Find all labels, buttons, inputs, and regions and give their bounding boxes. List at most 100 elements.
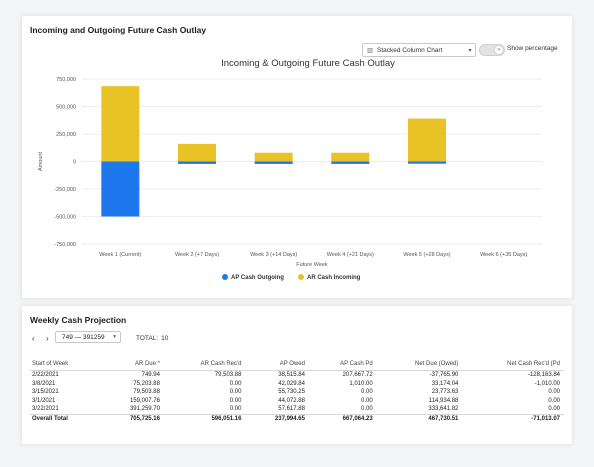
table-cell: -1,010.00 bbox=[534, 380, 560, 387]
table-cell: 23,773.63 bbox=[431, 389, 459, 396]
table-cell: 207,667.72 bbox=[342, 372, 373, 378]
cash-outlay-chart: Incoming & Outgoing Future Cash Outlay 75… bbox=[38, 58, 542, 281]
table-header-row: Start of Week AR Due * AR Cash Rec'd AP … bbox=[30, 358, 564, 371]
bar bbox=[101, 161, 140, 217]
bar bbox=[178, 143, 216, 162]
table-cell: 75,203.88 bbox=[133, 380, 160, 387]
y-axis-label: Amount bbox=[38, 152, 44, 171]
y-tick-label: -750,000 bbox=[54, 242, 76, 248]
table-cell: 79,503.88 bbox=[133, 389, 160, 396]
table-cell: 44,072.88 bbox=[278, 397, 305, 404]
table-cell: 114,934.88 bbox=[428, 397, 459, 404]
x-tick-label: Week 5 (+28 Days) bbox=[403, 252, 450, 258]
table-total-cell: 467,730.51 bbox=[376, 413, 463, 424]
table-cell: 0.00 bbox=[548, 406, 560, 413]
table-cell: 33,174.04 bbox=[431, 380, 459, 387]
chart-type-select[interactable]: ▥ Stacked Column Chart ▾ bbox=[362, 43, 476, 57]
table-cell: 3/1/2021 bbox=[32, 397, 56, 404]
sort-indicator-icon: * bbox=[157, 361, 160, 367]
y-tick-label: -250,000 bbox=[54, 187, 76, 193]
table-cell: 42,029.84 bbox=[278, 380, 305, 387]
x-tick-label: Week 2 (+7 Days) bbox=[175, 252, 219, 258]
table-total-cell: -71,013.07 bbox=[462, 413, 564, 424]
prev-page-button[interactable]: ‹ bbox=[32, 334, 35, 343]
y-tick-label: 500,000 bbox=[56, 105, 76, 111]
table-cell: 0.00 bbox=[548, 389, 560, 396]
x-tick-label: Week 4 (+21 Days) bbox=[327, 252, 374, 258]
range-value: 749 — 391259 bbox=[62, 333, 105, 341]
table-cell: 1,010.00 bbox=[349, 380, 373, 387]
table-cell: 159,007.76 bbox=[129, 397, 160, 404]
column-header-ap-cash-pd[interactable]: AP Cash Pd bbox=[308, 358, 377, 371]
table-cell: 2/22/2021 bbox=[32, 372, 59, 378]
chevron-down-icon: ▾ bbox=[468, 47, 472, 54]
weekly-projection-panel: Weekly Cash Projection ‹ › 749 — 391259 … bbox=[22, 306, 572, 444]
column-header-ap-owed[interactable]: AP Owed bbox=[245, 358, 309, 371]
column-header-ar-due[interactable]: AR Due * bbox=[100, 358, 164, 371]
table-cell: 749.94 bbox=[141, 372, 160, 378]
bar-chart-icon: ▥ bbox=[367, 47, 373, 54]
table-cell: 38,515.84 bbox=[278, 372, 305, 378]
bar bbox=[331, 152, 370, 162]
table-cell: 79,503.88 bbox=[214, 372, 242, 378]
legend-marker bbox=[222, 274, 228, 280]
show-percentage-toggle[interactable]: ✕ bbox=[479, 44, 505, 56]
legend-label: AR Cash Incoming bbox=[307, 275, 361, 281]
table-cell: 0.00 bbox=[360, 397, 373, 404]
bar bbox=[331, 161, 370, 164]
bar bbox=[254, 152, 293, 162]
table-total-cell: 596,051.16 bbox=[163, 413, 246, 424]
chart-type-value: Stacked Column Chart bbox=[377, 46, 443, 54]
table-cell: 333,641.82 bbox=[428, 406, 459, 413]
table-total-cell: Overall Total bbox=[30, 413, 101, 424]
x-tick-label: Week 1 (Current) bbox=[99, 252, 141, 258]
table-total-cell: 705,725.16 bbox=[100, 413, 164, 424]
bar bbox=[101, 86, 140, 162]
x-tick-label: Week 6 (+35 Days) bbox=[480, 252, 527, 258]
table-body: 2/22/2021 749.94 79,503.88 38,515.84 207,667… bbox=[30, 371, 564, 424]
table-cell: -128,163.84 bbox=[527, 372, 560, 378]
total-count: TOTAL: 10 bbox=[136, 335, 168, 342]
y-tick-label: 0 bbox=[73, 160, 76, 166]
table-total-cell: 237,994.65 bbox=[245, 413, 309, 424]
table-cell: 3/22/2021 bbox=[32, 406, 59, 413]
x-tick-label: Week 3 (+14 Days) bbox=[250, 252, 297, 258]
column-header-ar-cash-recd[interactable]: AR Cash Rec'd bbox=[163, 358, 246, 371]
range-select[interactable]: 749 — 391259 ▾ bbox=[55, 331, 121, 343]
show-percentage-label: Show percentage bbox=[507, 45, 558, 52]
next-page-button[interactable]: › bbox=[46, 334, 49, 343]
column-header-net-cash-recd[interactable]: Net Cash Rec'd (Pd bbox=[462, 358, 564, 371]
table-total-cell: 667,064.23 bbox=[308, 413, 377, 424]
projection-table: Start of Week AR Due * AR Cash Rec'd AP … bbox=[30, 358, 564, 424]
column-header-label: AR Due bbox=[134, 361, 156, 367]
table-row[interactable]: 3/1/2021 159,007.76 0.00 44,072.88 0.00 114,9… bbox=[30, 397, 564, 406]
legend-marker bbox=[298, 274, 304, 280]
table-cell: 57,617.88 bbox=[278, 406, 305, 413]
total-label: TOTAL: bbox=[136, 335, 159, 342]
table-cell: 0.00 bbox=[229, 406, 242, 413]
table-cell: -37,765.90 bbox=[429, 372, 459, 378]
table-cell: 3/15/2021 bbox=[32, 389, 59, 396]
table-row[interactable]: 2/22/2021 749.94 79,503.88 38,515.84 207,667… bbox=[30, 371, 564, 380]
cash-outlay-panel: Incoming and Outgoing Future Cash Outlay… bbox=[22, 16, 572, 298]
legend-label: AP Cash Outgoing bbox=[231, 275, 284, 281]
chevron-down-icon: ▾ bbox=[113, 334, 116, 340]
table-row[interactable]: 3/22/2021 391,259.70 0.00 57,617.88 0.00 333,… bbox=[30, 405, 564, 414]
panel-title: Weekly Cash Projection bbox=[30, 315, 127, 325]
table-row[interactable]: 3/8/2021 75,203.88 0.00 42,029.84 1,010.00 33… bbox=[30, 380, 564, 389]
chart-title: Incoming & Outgoing Future Cash Outlay bbox=[221, 58, 395, 69]
y-tick-label: 250,000 bbox=[56, 132, 76, 138]
bar bbox=[254, 161, 293, 164]
x-axis-label: Future Week bbox=[296, 262, 328, 268]
table-row[interactable]: 3/15/2021 79,503.88 0.00 55,730.25 0.00 23,77… bbox=[30, 388, 564, 397]
column-header-start-of-week[interactable]: Start of Week bbox=[30, 358, 101, 371]
table-cell: 0.00 bbox=[360, 406, 373, 413]
y-tick-label: -500,000 bbox=[54, 215, 76, 221]
table-cell: 0.00 bbox=[229, 397, 242, 404]
bar bbox=[408, 118, 446, 162]
table-cell: 0.00 bbox=[229, 389, 242, 396]
total-value: 10 bbox=[161, 335, 169, 342]
toggle-knob-icon: ✕ bbox=[495, 46, 503, 54]
column-header-net-due[interactable]: Net Due (Owed) bbox=[376, 358, 463, 371]
table-total-row: Overall Total 705,725.16 596,051.16 237,994… bbox=[30, 413, 564, 424]
